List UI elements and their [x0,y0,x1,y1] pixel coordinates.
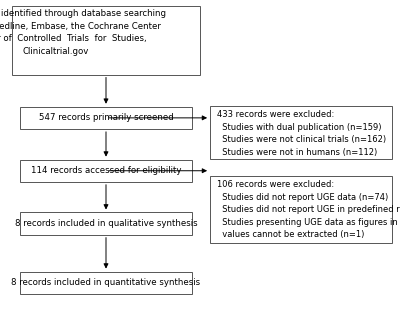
Text: 547 records identified through database searching
Pubmed, Medline, Embase, the C: 547 records identified through database … [0,9,166,56]
Text: 8 records included in quantitative synthesis: 8 records included in quantitative synth… [12,278,200,287]
FancyBboxPatch shape [20,107,192,129]
Text: 114 records accessed for eligibility: 114 records accessed for eligibility [31,166,181,175]
FancyBboxPatch shape [12,6,200,75]
Text: 547 records primarily screened: 547 records primarily screened [39,114,173,122]
FancyBboxPatch shape [20,160,192,182]
FancyBboxPatch shape [210,176,392,243]
FancyBboxPatch shape [20,272,192,294]
FancyBboxPatch shape [210,106,392,159]
FancyBboxPatch shape [20,212,192,235]
Text: 433 records were excluded:
  Studies with dual publication (n=159)
  Studies wer: 433 records were excluded: Studies with … [217,110,386,156]
Text: 106 records were excluded:
  Studies did not report UGE data (n=74)
  Studies di: 106 records were excluded: Studies did n… [217,180,400,239]
Text: 8 records included in qualitative synthesis: 8 records included in qualitative synthe… [15,219,197,228]
